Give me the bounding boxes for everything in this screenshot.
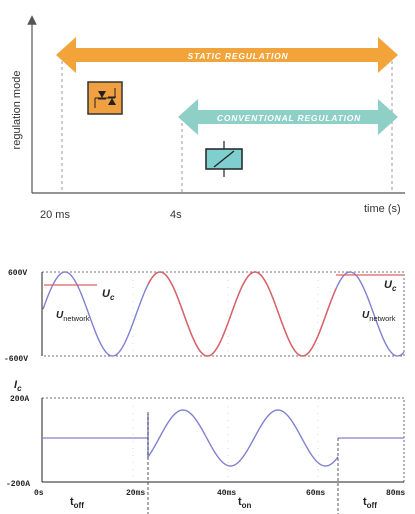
current-max-label: 200A: [10, 395, 29, 404]
conventional-regulation-arrow: CONVENTIONAL REGULATION: [178, 99, 398, 135]
x-tick-60ms: 60ms: [306, 489, 325, 498]
current-axis-label: Ic: [14, 379, 22, 393]
voltage-plot: 600V -600V Uc Uc Unetwork Unetwork: [4, 269, 405, 364]
current-min-label: -200A: [6, 480, 30, 489]
static-regulation-label: STATIC REGULATION: [188, 51, 289, 61]
y-axis-label: regulation mode: [11, 71, 23, 150]
capacitor-voltage-curve: [147, 271, 337, 357]
top-diagram: regulation mode time (s) 20 ms 4s STATIC…: [11, 15, 405, 221]
x-tick-80ms: 80ms: [386, 489, 405, 498]
uc-left-label: Uc: [102, 288, 115, 302]
voltage-max-label: 600V: [8, 269, 27, 278]
phase-label-ton: ton: [238, 496, 252, 510]
network-voltage-curve: [42, 271, 405, 357]
x-tick-0s: 0s: [34, 489, 44, 498]
x-axis-label: time (s): [364, 203, 401, 215]
current-plot: Ic 200A -200A 0s 20ms 40ms 60ms 80ms tof…: [6, 379, 405, 514]
thyristor-switch-icon: [87, 81, 123, 115]
conventional-regulation-label: CONVENTIONAL REGULATION: [217, 113, 361, 123]
phase-label-toff-left: toff: [70, 496, 84, 510]
x-tick-40ms: 40ms: [217, 489, 236, 498]
x-tick-20ms: 20ms: [126, 489, 145, 498]
unetwork-left-label: Unetwork: [56, 310, 90, 323]
phase-label-toff-right: toff: [363, 496, 377, 510]
static-regulation-arrow: STATIC REGULATION: [56, 37, 398, 73]
contactor-icon: [205, 141, 243, 177]
unetwork-right-label: Unetwork: [362, 310, 396, 323]
voltage-min-label: -600V: [4, 355, 28, 364]
tick-20ms-label: 20 ms: [40, 209, 70, 221]
capacitor-current-curve: [147, 409, 339, 467]
uc-right-label: Uc: [384, 279, 397, 293]
tick-4s-label: 4s: [170, 209, 182, 221]
current-plot-frame: [41, 397, 405, 483]
